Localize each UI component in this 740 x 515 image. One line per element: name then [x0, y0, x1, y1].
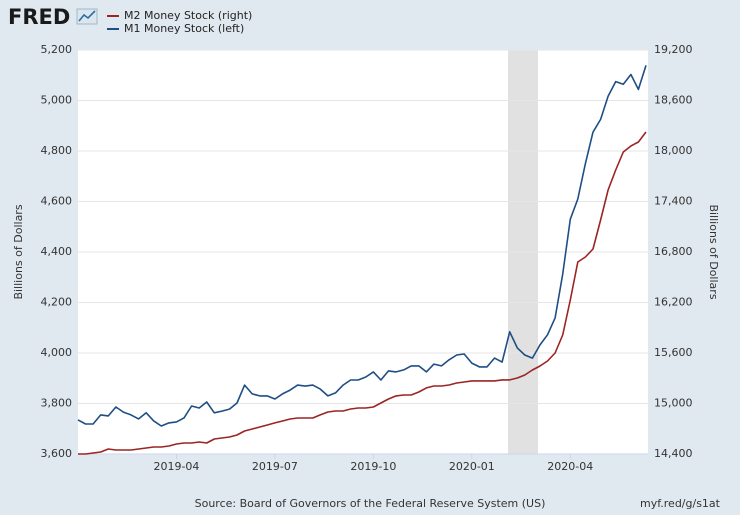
brand-logo: FRED	[8, 5, 70, 29]
y-tick-label: 4,600	[41, 195, 73, 208]
x-tick-label: 2019-07	[252, 460, 298, 473]
logo-icon	[76, 8, 98, 25]
y2-tick-label: 16,200	[654, 296, 693, 309]
y-tick-label: 4,200	[41, 296, 73, 309]
y-tick-label: 3,800	[41, 397, 73, 410]
y-axis-title: Billions of Dollars	[12, 204, 25, 299]
y2-axis-title: Billions of Dollars	[707, 204, 720, 299]
y2-tick-label: 18,600	[654, 94, 693, 107]
x-tick-label: 2020-01	[449, 460, 495, 473]
y2-tick-label: 19,200	[654, 43, 693, 56]
y2-tick-label: 14,400	[654, 447, 693, 460]
y-tick-label: 5,200	[41, 43, 73, 56]
x-tick-label: 2019-10	[350, 460, 396, 473]
legend-label: M1 Money Stock (left)	[124, 22, 244, 35]
y-tick-label: 4,400	[41, 245, 73, 258]
series-line	[78, 131, 647, 455]
y-tick-label: 4,800	[41, 144, 73, 157]
series-line	[77, 65, 647, 427]
y2-tick-label: 18,000	[654, 144, 693, 157]
y2-tick-label: 15,600	[654, 346, 693, 359]
y-tick-label: 3,600	[41, 447, 73, 460]
y2-tick-label: 16,800	[654, 245, 693, 258]
short-url: myf.red/g/s1at	[640, 497, 721, 510]
y-tick-label: 5,000	[41, 94, 73, 107]
x-tick-label: 2019-04	[153, 460, 199, 473]
x-tick-label: 2020-04	[547, 460, 593, 473]
y-tick-label: 4,000	[41, 346, 73, 359]
y2-tick-label: 15,000	[654, 397, 693, 410]
y2-tick-label: 17,400	[654, 195, 693, 208]
legend-label: M2 Money Stock (right)	[124, 9, 252, 22]
source-note: Source: Board of Governors of the Federa…	[195, 497, 546, 510]
